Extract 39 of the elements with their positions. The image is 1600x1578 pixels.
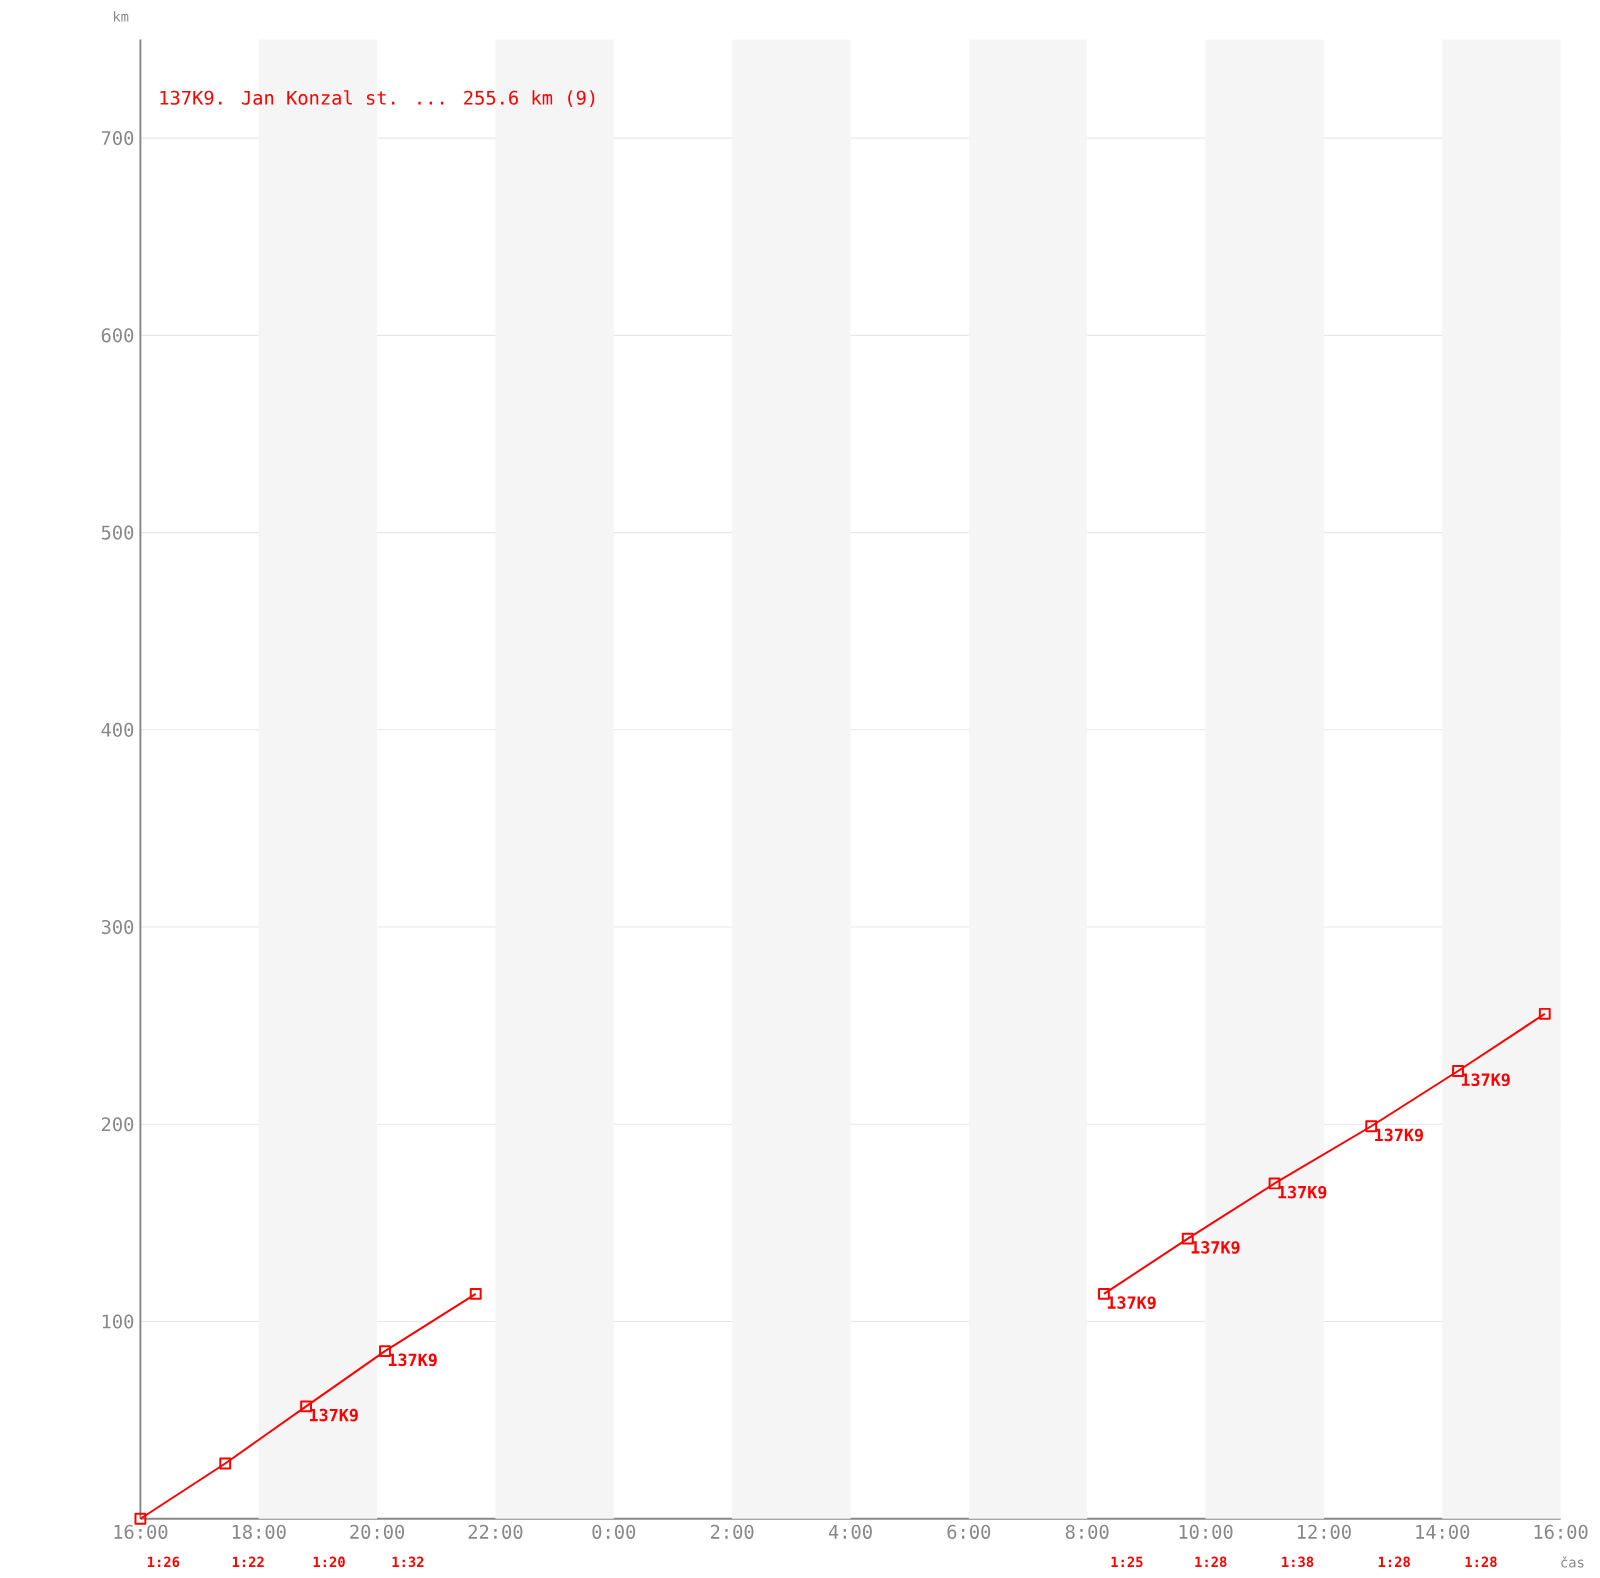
point (469, 1288, 482, 1300)
text: 137K9. Jan Konzal st. ... 255.6 km (9) (160, 90, 595, 108)
point (1181, 1232, 1194, 1245)
x-tick-label: 18:00 (232, 1524, 286, 1539)
point (1365, 1120, 1378, 1133)
y-tick-label: 300 (101, 919, 134, 935)
x-tick-label: 20:00 (350, 1524, 405, 1539)
point (1268, 1177, 1281, 1190)
x-tick-label: 2:00 (710, 1524, 754, 1539)
x-tick-label: 16:00 (1534, 1524, 1588, 1539)
x-tick-label: 8:00 (1065, 1524, 1109, 1539)
annotation: 137K9 (309, 1408, 358, 1422)
y-tick-label: 200 (101, 1117, 134, 1132)
annotation: 137K9 (1107, 1296, 1156, 1310)
x-tick-label: 14:00 (1416, 1524, 1470, 1539)
x-tick-label: 6:00 (947, 1524, 991, 1539)
x-tick-label: 12:00 (1297, 1524, 1351, 1539)
annotation: 137K9 (1375, 1128, 1423, 1142)
y-tick-label: 600 (101, 328, 134, 343)
point (219, 1457, 232, 1470)
x-tick-label: 22:00 (468, 1524, 523, 1539)
y-tick-label: 100 (102, 1314, 134, 1329)
point (1452, 1065, 1464, 1077)
point (134, 1512, 147, 1525)
point (1098, 1288, 1110, 1300)
y-tick-label: 500 (101, 525, 134, 540)
point (1538, 1007, 1551, 1020)
x-tick-label: 4:00 (828, 1524, 872, 1539)
annotation: 137K9 (1191, 1241, 1240, 1254)
y-tick-label: 700 (101, 131, 134, 146)
point (379, 1345, 391, 1358)
annotation: 137K9 (1278, 1185, 1327, 1199)
point (300, 1400, 312, 1413)
annotation: 137K9 (1461, 1073, 1510, 1087)
y-tick-label: 400 (101, 722, 134, 737)
x-tick-label: 16:00 (114, 1524, 168, 1539)
annotation: 137K9 (388, 1353, 437, 1367)
x-tick-label: 0:00 (592, 1524, 636, 1539)
x-tick-label: 10:00 (1179, 1524, 1233, 1539)
